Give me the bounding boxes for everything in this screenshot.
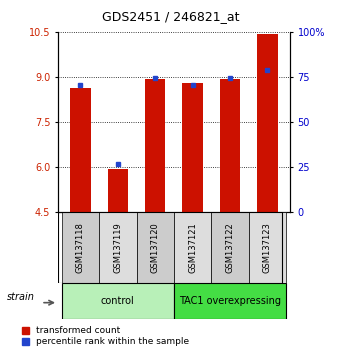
Bar: [62, 283, 174, 319]
Text: GSM137118: GSM137118: [76, 222, 85, 273]
Bar: [220, 79, 240, 212]
Bar: [174, 283, 286, 319]
Text: GSM137122: GSM137122: [225, 222, 235, 273]
Bar: [99, 212, 136, 283]
Text: TAC1 overexpressing: TAC1 overexpressing: [179, 296, 281, 306]
Bar: [257, 34, 278, 212]
Text: GDS2451 / 246821_at: GDS2451 / 246821_at: [102, 10, 239, 23]
Text: control: control: [101, 296, 135, 306]
Bar: [174, 212, 211, 283]
Bar: [182, 83, 203, 212]
Text: GSM137121: GSM137121: [188, 222, 197, 273]
Bar: [249, 212, 286, 283]
Bar: [145, 79, 165, 212]
Bar: [107, 169, 128, 212]
Bar: [136, 212, 174, 283]
Legend: transformed count, percentile rank within the sample: transformed count, percentile rank withi…: [21, 326, 189, 346]
Text: GSM137120: GSM137120: [151, 222, 160, 273]
Bar: [62, 212, 99, 283]
Text: strain: strain: [7, 292, 35, 302]
Text: GSM137123: GSM137123: [263, 222, 272, 273]
Bar: [211, 212, 249, 283]
Bar: [70, 87, 91, 212]
Text: GSM137119: GSM137119: [113, 222, 122, 273]
